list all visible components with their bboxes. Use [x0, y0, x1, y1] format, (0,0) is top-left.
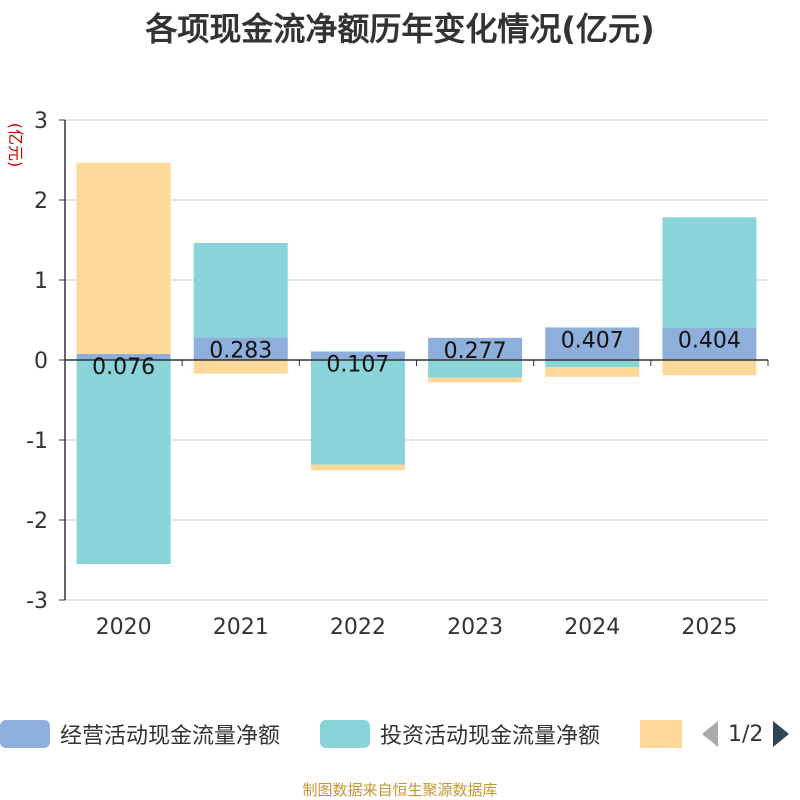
legend-swatch-investing: [320, 720, 370, 748]
y-tick-label-5: -2: [26, 509, 48, 534]
data-label-2022: 0.107: [326, 352, 389, 377]
x-tick-label-2020: 2020: [96, 615, 152, 640]
y-axis-label: (亿元): [6, 123, 25, 168]
legend-item-financing[interactable]: [640, 716, 692, 752]
bar-s2-2021: [193, 360, 288, 374]
legend-label-operating: 经营活动现金流量净额: [60, 724, 281, 749]
data-label-2020: 0.076: [92, 355, 155, 380]
bar-s0-2025: [662, 327, 757, 360]
y-tick-label-3: 0: [34, 349, 48, 374]
x-tick-label-2024: 2024: [564, 615, 620, 640]
bar-s1-2021: [193, 242, 288, 338]
chart-title: 各项现金流净额历年变化情况(亿元): [145, 10, 655, 48]
legend-page-indicator: 1/2: [728, 721, 764, 747]
bar-s0-2024: [545, 327, 640, 360]
data-label-2023: 0.277: [444, 339, 507, 364]
legend-item-investing[interactable]: 投资活动现金流量净额: [320, 716, 600, 752]
bar-chart: 3 2 1 0 -1 -2 -3 (亿元) 2020 2021 2022 2023 2024 2025 0.…: [6, 109, 769, 640]
legend: 经营活动现金流量净额 投资活动现金流量净额: [0, 716, 800, 752]
x-tick-label-2025: 2025: [681, 615, 737, 640]
y-tick-label-6: -3: [26, 589, 48, 614]
bar-s0-2022: [310, 351, 405, 360]
data-label-2024: 0.407: [561, 328, 624, 353]
bar-s1-2024: [545, 360, 640, 368]
y-tick-label-1: 2: [34, 189, 48, 214]
bar-s1-2022: [310, 360, 405, 465]
data-label-2025: 0.404: [678, 329, 741, 354]
source-footer: 制图数据来自恒生聚源数据库: [302, 781, 498, 799]
x-tick-label-2022: 2022: [330, 615, 386, 640]
bar-s0-2020: [76, 353, 171, 360]
bar-s1-2025: [662, 217, 757, 328]
bar-s0-2021: [193, 337, 288, 360]
prev-page-icon[interactable]: [700, 719, 720, 749]
bar-s2-2022: [310, 464, 405, 471]
legend-label-investing: 投资活动现金流量净额: [380, 724, 601, 749]
legend-swatch-financing: [640, 720, 682, 748]
bar-s2-2020: [76, 162, 171, 354]
x-tick-label-2021: 2021: [213, 615, 269, 640]
legend-swatch-operating: [0, 720, 50, 748]
bar-s1-2023: [428, 360, 523, 378]
x-tick-label-2023: 2023: [447, 615, 503, 640]
y-tick-label-4: -1: [26, 429, 48, 454]
legend-item-operating[interactable]: 经营活动现金流量净额: [0, 716, 280, 752]
bar-s0-2023: [428, 337, 523, 360]
bar-s2-2025: [662, 360, 757, 376]
legend-pager: 1/2: [700, 716, 791, 752]
data-label-2021: 0.283: [209, 338, 272, 363]
bar-s2-2023: [428, 377, 523, 383]
y-tick-label-0: 3: [34, 109, 48, 134]
bar-s2-2024: [545, 367, 640, 377]
bar-s1-2020: [76, 360, 171, 564]
y-tick-label-2: 1: [34, 269, 48, 294]
next-page-icon[interactable]: [771, 719, 791, 749]
